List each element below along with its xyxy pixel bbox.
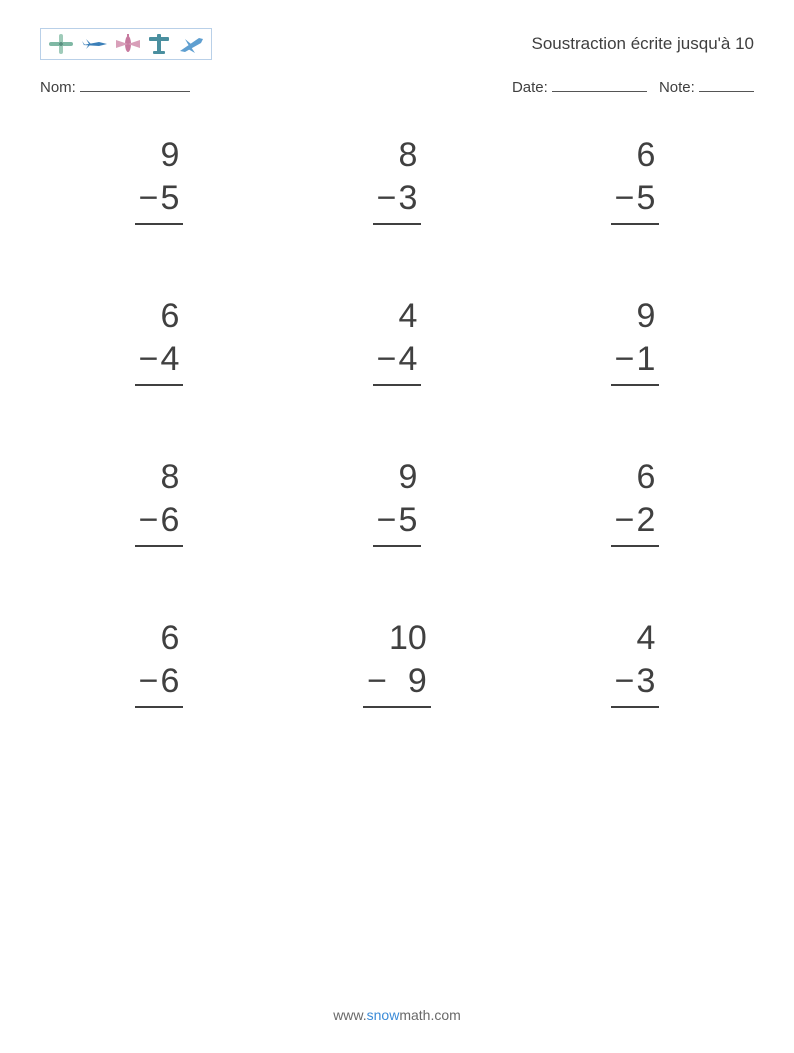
subtraction-problem: 6−2 xyxy=(546,456,724,547)
airplane-icons-box xyxy=(40,28,212,60)
subtraction-problem: 9−1 xyxy=(546,295,724,386)
subtrahend: 6 xyxy=(160,662,179,700)
subtrahend: 5 xyxy=(160,179,179,217)
airplane-icon-1 xyxy=(47,33,75,55)
subtraction-problem: 6−4 xyxy=(70,295,248,386)
subtrahend: 2 xyxy=(636,501,655,539)
airplane-icon-2 xyxy=(81,33,109,55)
minus-sign: − xyxy=(615,179,635,217)
minuend: 6 xyxy=(611,456,660,499)
minus-sign: − xyxy=(615,662,635,700)
name-blank xyxy=(80,78,190,92)
date-blank xyxy=(552,78,647,92)
minuend: 6 xyxy=(611,134,660,177)
subtrahend: 5 xyxy=(398,501,417,539)
minuend: 10 xyxy=(363,617,431,660)
minuend: 8 xyxy=(373,134,422,177)
subtrahend-row: −5 xyxy=(611,177,660,226)
subtraction-problem: 4−3 xyxy=(546,617,724,708)
minuend: 4 xyxy=(373,295,422,338)
date-label: Date: xyxy=(512,79,548,96)
subtraction-problem: 6−5 xyxy=(546,134,724,225)
subtraction-problem: 6−6 xyxy=(70,617,248,708)
subtrahend: 3 xyxy=(398,179,417,217)
subtrahend-row: −3 xyxy=(373,177,422,226)
subtrahend: 6 xyxy=(160,501,179,539)
note-label: Note: xyxy=(659,79,695,96)
footer-prefix: www. xyxy=(333,1007,366,1023)
subtraction-problem: 4−4 xyxy=(308,295,486,386)
minus-sign: − xyxy=(377,340,397,378)
problems-grid: 9−58−36−56−44−49−18−69−56−26−610− 94−3 xyxy=(40,134,754,708)
subtrahend-row: −5 xyxy=(135,177,184,226)
subtraction-problem: 9−5 xyxy=(308,456,486,547)
subtrahend-row: −6 xyxy=(135,499,184,548)
subtraction-problem: 8−6 xyxy=(70,456,248,547)
subtrahend: 4 xyxy=(160,340,179,378)
minus-sign: − xyxy=(139,340,159,378)
minuend: 9 xyxy=(135,134,184,177)
subtrahend-row: −5 xyxy=(373,499,422,548)
minuend: 6 xyxy=(135,295,184,338)
minus-sign: − xyxy=(615,501,635,539)
note-blank xyxy=(699,78,754,92)
minus-sign: − xyxy=(377,501,397,539)
subtrahend: 5 xyxy=(636,179,655,217)
footer: www.snowmath.com xyxy=(0,1007,794,1023)
minus-sign: − xyxy=(139,501,159,539)
subtraction-problem: 9−5 xyxy=(70,134,248,225)
minus-sign: − xyxy=(377,179,397,217)
subtrahend: 9 xyxy=(408,662,427,700)
airplane-icon-4 xyxy=(147,32,171,56)
minus-sign: − xyxy=(139,662,159,700)
subtraction-problem: 8−3 xyxy=(308,134,486,225)
subtrahend-row: −3 xyxy=(611,660,660,709)
subtrahend-row: −6 xyxy=(135,660,184,709)
subtrahend: 4 xyxy=(398,340,417,378)
minuend: 6 xyxy=(135,617,184,660)
airplane-icon-3 xyxy=(115,33,141,55)
meta-row: Nom: Date: Note: xyxy=(40,78,754,96)
subtrahend-row: −2 xyxy=(611,499,660,548)
subtrahend-row: − 9 xyxy=(363,660,431,709)
subtrahend-row: −4 xyxy=(373,338,422,387)
minus-sign: − xyxy=(367,662,387,700)
subtrahend-row: −4 xyxy=(135,338,184,387)
name-label: Nom: xyxy=(40,79,76,96)
footer-accent: snow xyxy=(367,1007,400,1023)
minus-sign: − xyxy=(139,179,159,217)
footer-suffix: math.com xyxy=(399,1007,460,1023)
subtraction-problem: 10− 9 xyxy=(308,617,486,708)
subtrahend: 3 xyxy=(636,662,655,700)
worksheet-title: Soustraction écrite jusqu'à 10 xyxy=(532,34,755,54)
airplane-icon-5 xyxy=(177,33,205,55)
minuend: 9 xyxy=(611,295,660,338)
minuend: 4 xyxy=(611,617,660,660)
minuend: 8 xyxy=(135,456,184,499)
subtrahend-row: −1 xyxy=(611,338,660,387)
minus-sign: − xyxy=(615,340,635,378)
minuend: 9 xyxy=(373,456,422,499)
subtrahend: 1 xyxy=(636,340,655,378)
